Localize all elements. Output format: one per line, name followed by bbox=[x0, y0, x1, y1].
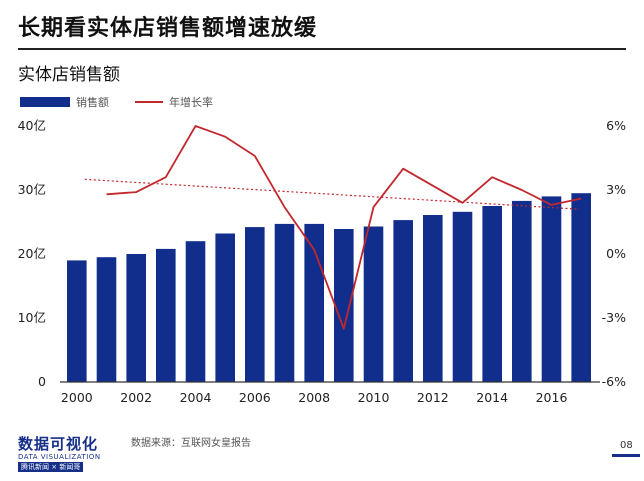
line-series bbox=[84, 125, 582, 330]
bar-2010 bbox=[363, 226, 384, 382]
x-tick-label: 2008 bbox=[298, 390, 330, 405]
y-right-tick-label: 3% bbox=[606, 182, 626, 197]
y-left-tick-label: 20亿 bbox=[18, 246, 46, 261]
legend-bar-label: 销售额 bbox=[76, 96, 109, 109]
bar-2003 bbox=[156, 248, 176, 382]
bar-2016 bbox=[541, 196, 562, 382]
bar-2007 bbox=[274, 223, 295, 382]
tick-labels: 0 10亿 20亿 30亿 40亿 -6% -3% 0% 3% 6% 2000 2002 2004 200… bbox=[18, 118, 627, 405]
title-rule bbox=[18, 48, 626, 50]
legend-bar-swatch bbox=[20, 97, 70, 107]
bar-2004 bbox=[185, 241, 206, 382]
y-left-tick-label: 0 bbox=[38, 374, 46, 389]
bar-2014 bbox=[482, 206, 502, 382]
bar-2012 bbox=[423, 215, 443, 382]
y-right-tick-label: 6% bbox=[606, 118, 626, 133]
y-left-tick-label: 30亿 bbox=[18, 182, 46, 197]
bar-2017 bbox=[571, 193, 591, 382]
bar-series bbox=[67, 193, 591, 382]
trend-line bbox=[84, 178, 580, 210]
legend: 销售额 年增长率 bbox=[20, 95, 213, 109]
legend-line-swatch bbox=[135, 101, 163, 103]
bar-2005 bbox=[215, 233, 235, 382]
growth-rate-line bbox=[106, 125, 582, 330]
bar-2009 bbox=[334, 229, 354, 382]
x-tick-label: 2002 bbox=[120, 390, 152, 405]
bar-2015 bbox=[512, 200, 532, 382]
x-tick-label: 2010 bbox=[358, 390, 390, 405]
y-right-tick-label: -6% bbox=[602, 374, 626, 389]
x-tick-label: 2000 bbox=[61, 390, 93, 405]
x-tick-label: 2016 bbox=[536, 390, 568, 405]
bar-2000 bbox=[67, 260, 87, 382]
y-right-tick-label: -3% bbox=[602, 310, 626, 325]
y-right-tick-label: 0% bbox=[606, 246, 626, 261]
logo-subtitle: DATA VISUALIZATION bbox=[18, 453, 101, 461]
x-tick-label: 2006 bbox=[239, 390, 271, 405]
logo-brand: 腾讯新闻 × 新闻哥 bbox=[18, 462, 84, 472]
bar-2013 bbox=[452, 211, 473, 382]
page-number: 08 bbox=[620, 440, 633, 451]
y-left-tick-label: 40亿 bbox=[18, 118, 46, 133]
legend-line-label: 年增长率 bbox=[169, 96, 213, 109]
bar-2002 bbox=[126, 254, 146, 382]
data-visualization-logo: 数据可视化 DATA VISUALIZATION 腾讯新闻 × 新闻哥 bbox=[18, 425, 118, 472]
chart-subtitle: 实体店销售额 bbox=[18, 65, 120, 85]
bar-2011 bbox=[393, 220, 413, 382]
x-tick-label: 2014 bbox=[476, 390, 508, 405]
logo-title: 数据可视化 bbox=[18, 435, 99, 453]
page-rule bbox=[612, 454, 640, 457]
x-tick-label: 2012 bbox=[417, 390, 449, 405]
bar-2001 bbox=[96, 257, 117, 382]
bar-2006 bbox=[245, 227, 265, 382]
y-left-tick-label: 10亿 bbox=[18, 310, 46, 325]
page-title: 长期看实体店销售额增速放缓 bbox=[18, 16, 318, 41]
bar-2008 bbox=[304, 223, 324, 382]
data-source: 数据来源：互联网女皇报告 bbox=[131, 438, 251, 449]
x-tick-label: 2004 bbox=[180, 390, 212, 405]
